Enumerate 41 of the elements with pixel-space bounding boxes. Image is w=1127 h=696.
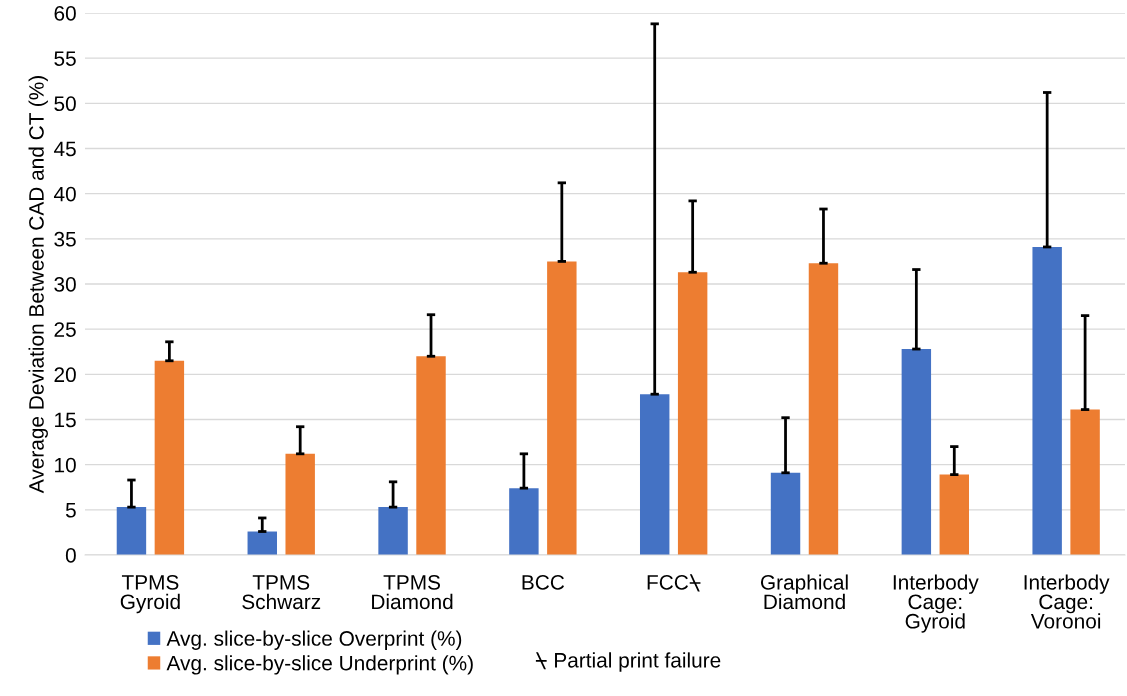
legend-label: Avg. slice-by-slice Underprint (%) bbox=[166, 655, 473, 675]
bar bbox=[247, 531, 277, 555]
text: ⍀ Partial print failure bbox=[535, 652, 721, 672]
bar bbox=[509, 488, 539, 555]
x-tick-label: Interbody Cage: Voronoi bbox=[1024, 574, 1110, 629]
bar bbox=[416, 356, 446, 555]
bar bbox=[1070, 409, 1100, 555]
legend-label: Avg. slice-by-slice Overprint (%) bbox=[166, 630, 462, 650]
y-tick-label: 55 bbox=[54, 51, 76, 66]
bar bbox=[547, 261, 577, 555]
bar bbox=[639, 394, 670, 555]
y-tick-label: 40 bbox=[53, 186, 76, 202]
bar bbox=[939, 474, 969, 555]
x-tick-label: TPMS Gyroid bbox=[120, 574, 180, 614]
y-tick-label: 45 bbox=[53, 141, 76, 157]
y-tick-label: 5 bbox=[65, 503, 76, 518]
bar bbox=[770, 472, 801, 555]
bar bbox=[116, 507, 147, 555]
x-tick-label: FCC⍀ bbox=[647, 574, 701, 592]
bar bbox=[901, 349, 932, 555]
y-tick-label: 10 bbox=[55, 457, 76, 473]
bar bbox=[1032, 246, 1062, 555]
y-tick-label: 25 bbox=[54, 322, 76, 337]
y-tick-label: 0 bbox=[65, 548, 76, 563]
x-tick-label: Graphical Diamond bbox=[760, 574, 848, 610]
y-tick-label: 30 bbox=[54, 277, 76, 292]
x-tick-label: TPMS Schwarz bbox=[242, 574, 321, 610]
y-axis-title: Average Deviation Between CAD and CT (%) bbox=[28, 76, 48, 494]
x-tick-label: Interbody Cage: Gyroid bbox=[893, 574, 979, 633]
bar bbox=[808, 263, 839, 555]
y-tick-label: 60 bbox=[54, 6, 76, 21]
bar bbox=[378, 507, 408, 555]
bar bbox=[677, 272, 708, 555]
y-tick-label: 15 bbox=[55, 412, 76, 428]
x-tick-label: TPMS Diamond bbox=[372, 574, 453, 610]
y-tick-label: 35 bbox=[54, 231, 76, 247]
y-tick-label: 50 bbox=[54, 96, 76, 112]
x-tick-label: BCC bbox=[522, 574, 565, 590]
bar bbox=[285, 453, 315, 555]
bar bbox=[154, 360, 185, 555]
y-tick-label: 20 bbox=[54, 367, 76, 383]
